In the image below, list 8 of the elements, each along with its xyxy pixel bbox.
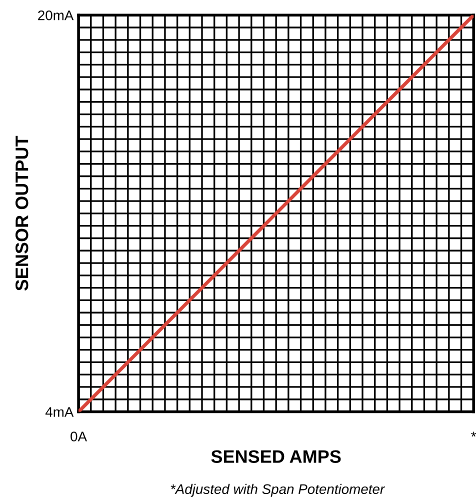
y-tick-label: 20mA [38, 10, 74, 20]
line-series [78, 15, 474, 412]
y-axis-title: SENSOR OUTPUT [15, 136, 28, 291]
x-tick-label: * [471, 432, 476, 437]
text: *Adjusted with Span Potentiometer [170, 484, 386, 497]
x-tick-label: 0A [70, 432, 88, 442]
x-axis-title: SENSED AMPS [211, 450, 341, 463]
y-tick-label: 4mA [45, 407, 74, 417]
